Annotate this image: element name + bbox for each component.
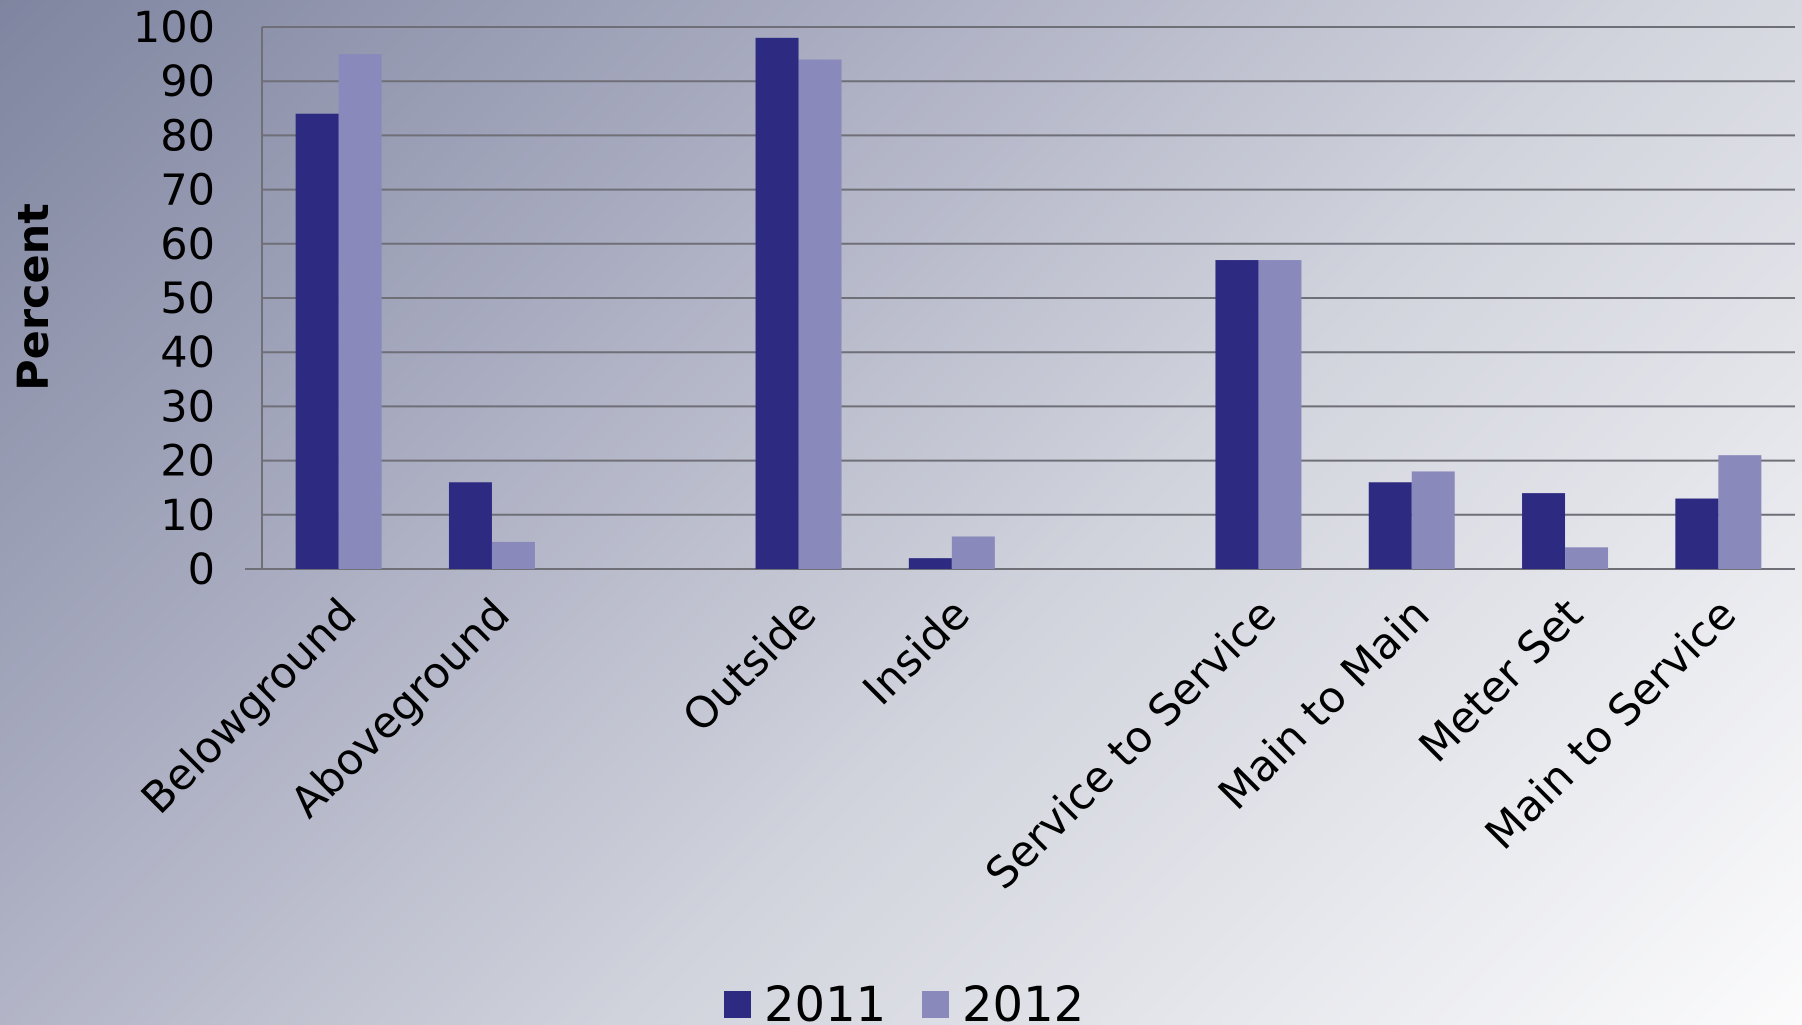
y-tick-label: 90 [160, 57, 215, 107]
bar-2011-Meter Set [1522, 493, 1566, 569]
bar-2011-Main to Service [1675, 498, 1719, 569]
y-tick-label: 0 [188, 545, 215, 595]
bar-2012-Main to Service [1718, 455, 1762, 569]
bars [295, 37, 1762, 570]
x-tick-label: Inside [854, 589, 980, 715]
y-tick-label: 80 [160, 111, 215, 161]
bar-2011-Aboveground [448, 482, 492, 569]
y-tick-label: 40 [160, 328, 215, 378]
bar-2012-Inside [951, 536, 995, 569]
legend: 2011 2012 [724, 977, 1084, 1025]
y-tick-label: 10 [160, 491, 215, 541]
bar-2012-Belowground [338, 54, 382, 570]
bar-2012-Service to Service [1258, 260, 1302, 569]
bar-2011-Belowground [295, 113, 339, 569]
y-tick-label: 20 [160, 437, 215, 487]
y-tick-label: 30 [160, 382, 215, 432]
bar-2011-Main to Main [1368, 482, 1412, 569]
x-tick-label: Service to Service [976, 589, 1286, 899]
bar-2011-Inside [908, 558, 952, 569]
x-tick-label: Outside [674, 589, 827, 742]
legend-swatch-2012 [922, 991, 949, 1018]
bar-2012-Meter Set [1565, 547, 1609, 569]
y-tick-label: 70 [160, 166, 215, 216]
y-tick-label: 100 [133, 3, 215, 53]
legend-swatch-2011 [724, 991, 751, 1018]
legend-label-2012: 2012 [962, 977, 1084, 1025]
y-tick-label: 60 [160, 220, 215, 270]
bar-2012-Outside [798, 59, 842, 570]
legend-label-2011: 2011 [764, 977, 886, 1025]
bar-2011-Outside [755, 37, 799, 569]
gridlines [262, 26, 1795, 516]
y-tick-label: 50 [160, 274, 215, 324]
bar-2012-Aboveground [491, 541, 535, 569]
bar-2012-Main to Main [1411, 471, 1455, 569]
bar-2011-Service to Service [1215, 260, 1259, 569]
y-axis-label: Percent [9, 203, 59, 391]
